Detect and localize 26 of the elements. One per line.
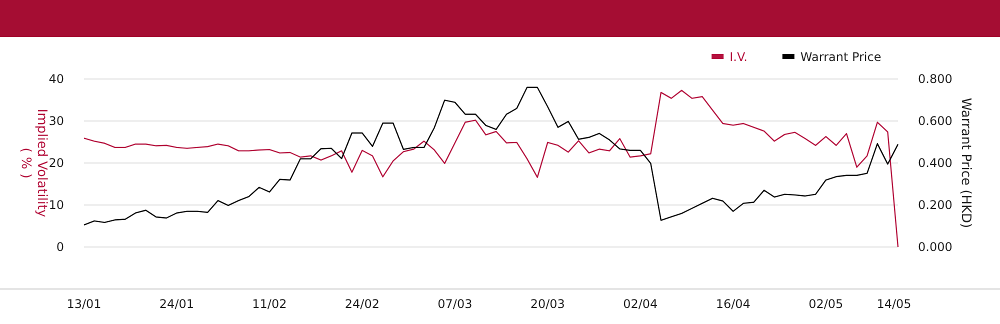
y-tick-label: 30: [48, 114, 64, 128]
line-series: [83, 90, 899, 248]
x-tick-label: 16/04: [716, 297, 750, 311]
y-tick-label: 0: [56, 240, 64, 254]
x-tick-label: 14/05: [876, 297, 912, 311]
y2-tick-label: 0.600: [918, 114, 952, 128]
x-tick-label: 02/05: [808, 297, 844, 311]
x-tick-label: 24/02: [344, 297, 380, 311]
y-tick-label: 40: [48, 72, 64, 86]
y2-tick-label: 0.200: [918, 198, 952, 212]
y2-tick-label: 0.800: [918, 72, 952, 86]
y-tick-label: 20: [48, 156, 64, 170]
legend-label: Warrant Price: [800, 50, 882, 64]
y2-axis-title: Warrant Price (HKD): [958, 98, 973, 228]
x-tick-label: 02/04: [623, 297, 658, 311]
line-series: [83, 86, 899, 226]
x-tick-label: 20/03: [530, 297, 565, 311]
y2-tick-label: 0.000: [918, 240, 952, 254]
x-tick-label: 07/03: [438, 297, 472, 311]
legend-label: I.V.: [730, 50, 748, 64]
x-tick-label: 24/01: [159, 297, 194, 311]
x-tick-label: 11/02: [252, 297, 287, 311]
y-axis-title: Implied Volatility ( % ): [18, 108, 49, 218]
x-tick-label: 13/01: [66, 297, 102, 311]
y2-tick-label: 0.400: [918, 156, 952, 170]
y-tick-label: 10: [48, 198, 64, 212]
